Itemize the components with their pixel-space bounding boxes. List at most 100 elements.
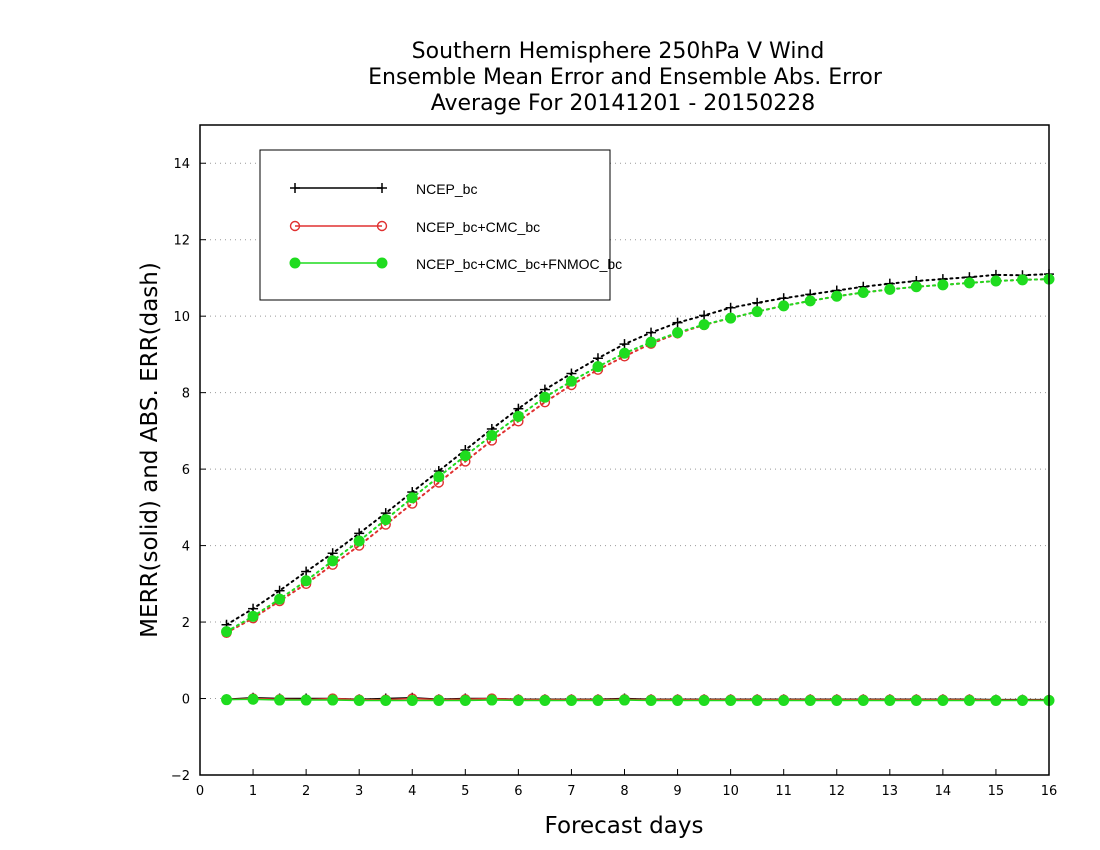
abs-error-point — [406, 492, 418, 504]
abs-error-point — [486, 429, 498, 441]
x-tick-label: 11 — [775, 784, 792, 799]
abs-error-point — [672, 327, 684, 339]
y-axis: −2 0 2 4 6 8 10 12 14 — [171, 157, 206, 784]
x-tick-label: 9 — [673, 784, 681, 799]
y-tick-label: 14 — [173, 157, 190, 172]
x-tick-label: 12 — [828, 784, 845, 799]
mean-error-point — [300, 694, 312, 706]
mean-error-point — [937, 694, 949, 706]
mean-error-point — [910, 694, 922, 706]
abs-error-point — [672, 317, 683, 328]
mean-error-point — [327, 694, 339, 706]
abs-error-point — [646, 327, 657, 338]
x-tick-label: 16 — [1041, 784, 1058, 799]
mean-error-point — [512, 694, 524, 706]
abs-error-point — [301, 566, 312, 577]
mean-error-point — [380, 694, 392, 706]
abs-error-point — [221, 626, 233, 638]
legend-label: NCEP_bc — [416, 181, 477, 197]
mean-error-point — [406, 694, 418, 706]
x-tick-label: 5 — [461, 784, 469, 799]
abs-error-point — [963, 277, 975, 289]
mean-error-point — [221, 694, 233, 706]
mean-error-point — [539, 694, 551, 706]
x-axis-label: Forecast days — [545, 813, 704, 839]
y-axis-label: MERR(solid) and ABS. ERR(dash) — [137, 262, 163, 638]
mean-error-point — [698, 694, 710, 706]
abs-error-line — [225, 278, 1050, 634]
mean-error-point — [645, 694, 657, 706]
x-tick-label: 8 — [620, 784, 628, 799]
x-tick-label: 1 — [249, 784, 257, 799]
mean-error-point — [884, 694, 896, 706]
abs-error-point — [831, 290, 843, 302]
abs-error-point — [698, 319, 710, 331]
mean-error-point — [433, 694, 445, 706]
abs-error-point — [592, 361, 604, 373]
x-axis: 0 1 2 3 4 5 6 7 8 9 10 11 12 13 14 15 16 — [196, 769, 1057, 799]
x-tick-label: 15 — [988, 784, 1005, 799]
x-tick-label: 10 — [722, 784, 739, 799]
title-line-3: Average For 20141201 - 20150228 — [431, 91, 816, 116]
series-2 — [221, 273, 1055, 706]
legend-label: NCEP_bc+CMC_bc+FNMOC_bc — [416, 256, 622, 272]
abs-error-point — [459, 450, 471, 462]
mean-error-point — [565, 694, 577, 706]
mean-error-point — [725, 694, 737, 706]
title-line-1: Southern Hemisphere 250hPa V Wind — [412, 39, 825, 64]
abs-error-point — [910, 281, 922, 293]
legend-item-1: NCEP_bc+CMC_bc — [289, 219, 540, 235]
abs-error-point — [327, 555, 339, 567]
y-tick-label: 4 — [182, 540, 190, 555]
x-tick-label: 3 — [355, 784, 363, 799]
legend-marker — [376, 220, 388, 232]
abs-error-point — [539, 391, 551, 403]
abs-error-point — [433, 471, 445, 483]
x-tick-label: 0 — [196, 784, 204, 799]
abs-error-point — [1016, 274, 1028, 286]
abs-error-line — [225, 273, 1050, 626]
abs-error-point — [300, 575, 312, 587]
x-tick-label: 4 — [408, 784, 416, 799]
abs-error-point — [937, 279, 949, 291]
x-tick-label: 2 — [302, 784, 310, 799]
abs-error-line — [225, 278, 1050, 633]
series-1 — [221, 273, 1055, 706]
mean-error-point — [274, 694, 286, 706]
abs-error-point — [353, 535, 365, 547]
legend-label: NCEP_bc+CMC_bc — [416, 219, 540, 235]
y-tick-label: 8 — [182, 387, 190, 402]
legend-marker — [377, 183, 387, 193]
abs-error-point — [884, 283, 896, 295]
mean-error-point — [804, 694, 816, 706]
abs-error-point — [725, 312, 737, 324]
abs-error-point — [857, 286, 869, 298]
legend-marker — [289, 220, 301, 232]
y-tick-label: 6 — [182, 463, 190, 478]
legend-marker — [289, 257, 301, 269]
abs-error-point — [380, 514, 392, 526]
abs-error-point — [645, 336, 657, 348]
abs-error-point — [778, 300, 790, 312]
mean-error-point — [247, 693, 259, 705]
mean-error-point — [778, 694, 790, 706]
abs-error-point — [725, 302, 736, 313]
x-tick-label: 14 — [935, 784, 952, 799]
mean-error-point — [857, 694, 869, 706]
mean-error-point — [619, 694, 630, 706]
abs-error-point — [512, 410, 524, 422]
y-tick-label: 2 — [182, 616, 190, 631]
mean-error-point — [831, 694, 843, 706]
abs-error-point — [751, 306, 763, 318]
mean-error-point — [672, 694, 684, 706]
abs-error-point — [619, 347, 630, 359]
abs-error-point — [565, 375, 577, 387]
y-tick-label: 0 — [182, 693, 190, 708]
y-tick-label: 10 — [173, 310, 190, 325]
mean-error-point — [459, 694, 471, 706]
mean-error-point — [592, 694, 604, 706]
mean-error-point — [486, 694, 498, 706]
x-tick-label: 6 — [514, 784, 522, 799]
mean-error-point — [1016, 694, 1028, 706]
